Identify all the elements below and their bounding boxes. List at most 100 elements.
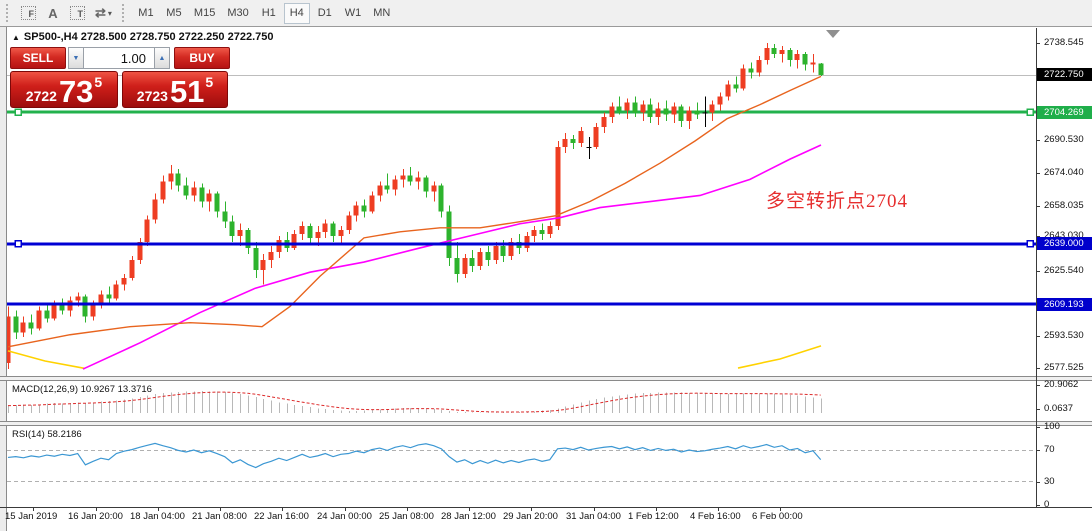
candle-body	[640, 104, 646, 113]
rsi-label: RSI(14) 58.2186	[12, 429, 82, 440]
candle-body	[276, 239, 282, 252]
toolbar: F A T ⇄ ▾ M1 M5 M15 M30 H1 H4 D1 W1 MN	[0, 0, 1092, 27]
candle-body	[90, 304, 96, 317]
candle-body	[671, 106, 677, 115]
toolbar-drag-handle[interactable]	[121, 4, 127, 22]
price-axis-label: 2625.540	[1044, 265, 1084, 277]
candle-body	[144, 219, 150, 242]
buy-price-pipette: 5	[205, 74, 214, 90]
candle-body	[353, 205, 359, 216]
candle-body	[260, 260, 266, 271]
candle-body	[547, 225, 553, 234]
sell-button[interactable]: SELL	[10, 47, 66, 69]
timeframe-button-d1[interactable]: D1	[317, 7, 332, 19]
buy-button[interactable]: BUY	[174, 47, 230, 69]
candle-body	[168, 173, 174, 182]
candle-body	[346, 215, 352, 230]
buy-price-quote[interactable]: 2723 51 5	[122, 71, 228, 108]
candle-body	[13, 316, 19, 333]
timeframe-button-h4[interactable]: H4	[283, 2, 310, 24]
candle-body	[369, 195, 375, 212]
timeframe-button-w1[interactable]: W1	[344, 7, 362, 19]
candle-body	[462, 258, 468, 275]
candle-body	[609, 106, 615, 117]
timeframe-button-m30[interactable]: M30	[227, 7, 249, 19]
panel-separator[interactable]	[0, 421, 1092, 426]
candle-body	[44, 310, 50, 319]
rsi-indicator-panel[interactable]	[7, 426, 1036, 507]
time-axis-tick	[96, 507, 97, 511]
cursor-arrows-icon[interactable]: ⇄ ▾	[95, 5, 112, 20]
candle-body	[315, 231, 321, 238]
candle-body	[787, 50, 793, 61]
hline-handle[interactable]	[1026, 240, 1034, 248]
ma-long-line	[7, 350, 86, 370]
candle-body	[82, 296, 88, 317]
buy-price-big-figure: 2723	[136, 88, 168, 105]
text-label-icon[interactable]: T	[66, 3, 89, 23]
rsi-axis-tick	[1036, 505, 1040, 506]
volume-decrease-button[interactable]: ▼	[68, 47, 84, 69]
candle-body	[694, 110, 700, 115]
rsi-axis-tick	[1036, 481, 1040, 483]
symbol-collapse-icon[interactable]: ▲	[12, 33, 20, 42]
chart-shift-marker-icon	[826, 30, 840, 38]
macd-indicator-panel[interactable]	[7, 381, 1036, 421]
timeframe-button-m5[interactable]: M5	[166, 7, 182, 19]
candle-body	[748, 68, 754, 73]
toolbar-drag-handle[interactable]	[6, 4, 11, 22]
time-axis-tick	[656, 507, 657, 511]
time-axis-label: 25 Jan 08:00	[379, 511, 434, 522]
chart-text-annotation[interactable]: 多空转折点2704	[766, 191, 909, 212]
candle-body	[508, 241, 514, 257]
time-axis-label: 22 Jan 16:00	[254, 511, 309, 522]
macd-max-label: 20.9062	[1044, 379, 1079, 390]
price-axis-border	[1036, 28, 1037, 507]
candle-body	[199, 187, 205, 202]
candle-body	[237, 229, 243, 236]
candle-body	[632, 102, 638, 113]
time-axis-tick	[718, 507, 719, 511]
timeframe-button-m15[interactable]: M15	[193, 7, 216, 19]
candle-body	[36, 310, 42, 329]
candle-body	[702, 112, 708, 114]
price-axis-label: 2577.525	[1044, 362, 1084, 373]
candle-body	[709, 104, 715, 113]
timeframe-button-h1[interactable]: H1	[261, 7, 276, 19]
time-axis-tick	[469, 507, 470, 511]
letter-a-icon[interactable]: A	[48, 5, 58, 21]
timeframe-button-mn[interactable]: MN	[373, 7, 391, 19]
timeframe-button-m1[interactable]: M1	[138, 7, 154, 19]
volume-input[interactable]	[84, 47, 154, 69]
candle-body	[137, 241, 143, 261]
candle-body	[322, 223, 328, 232]
hline-handle[interactable]	[14, 108, 22, 116]
candle-body	[779, 50, 785, 55]
candle-body	[415, 177, 421, 182]
dropdown-caret-icon[interactable]: ▾	[107, 8, 112, 18]
buy-price-pips: 51	[169, 73, 205, 109]
pattern-f-icon[interactable]: F	[17, 3, 40, 23]
candle-body	[113, 284, 119, 299]
panel-separator[interactable]	[0, 376, 1092, 381]
candle-body	[500, 245, 506, 257]
time-axis-tick	[282, 507, 283, 511]
time-axis-tick	[345, 507, 346, 511]
volume-increase-button[interactable]: ▲	[154, 47, 170, 69]
rsi-level-label-0: 0	[1044, 499, 1050, 510]
rsi-level-label-100: 100	[1044, 421, 1060, 432]
candle-body	[562, 138, 568, 148]
rsi-axis-tick	[1036, 427, 1040, 428]
sell-price-pipette: 5	[94, 74, 103, 90]
candle-body	[268, 251, 274, 261]
hline-handle[interactable]	[1026, 108, 1034, 116]
sell-price-quote[interactable]: 2722 73 5	[10, 71, 118, 108]
candle-body	[245, 229, 251, 248]
price-tag-2704.269: 2704.269	[1037, 105, 1092, 119]
candle-body	[733, 84, 739, 89]
chart-title: ▲ SP500-,H4 2728.500 2728.750 2722.250 27…	[12, 31, 273, 43]
candle-body	[377, 185, 383, 196]
time-axis-tick	[531, 507, 532, 511]
candle-body	[601, 116, 607, 127]
hline-handle[interactable]	[14, 240, 22, 248]
